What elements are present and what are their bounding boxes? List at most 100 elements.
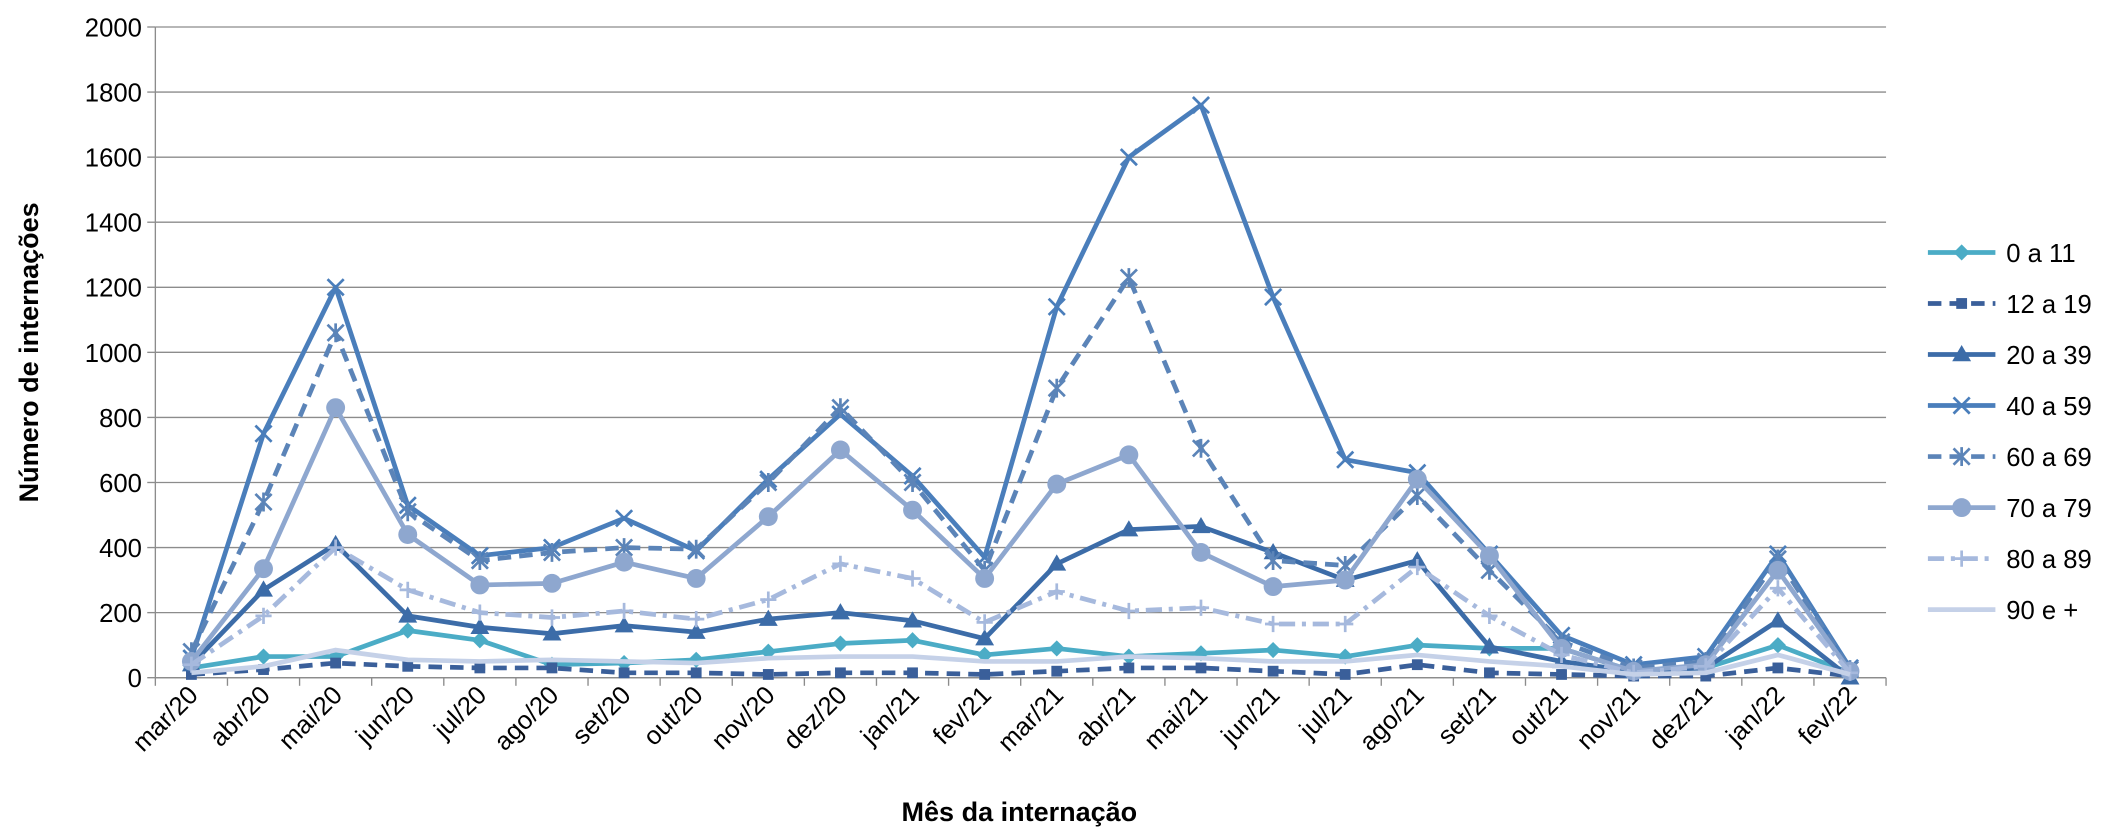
marker bbox=[979, 669, 991, 680]
marker bbox=[1264, 287, 1283, 307]
marker bbox=[1409, 637, 1426, 654]
marker bbox=[1339, 669, 1351, 680]
marker bbox=[1195, 662, 1207, 674]
marker bbox=[1337, 615, 1354, 633]
y-tick-label: 1000 bbox=[85, 340, 142, 368]
marker bbox=[1335, 570, 1355, 590]
marker bbox=[614, 616, 634, 633]
marker bbox=[1192, 599, 1210, 616]
marker bbox=[688, 651, 705, 668]
marker bbox=[1119, 445, 1139, 465]
marker bbox=[254, 559, 273, 579]
x-tick-label: ago/20 bbox=[489, 681, 564, 756]
marker bbox=[1479, 637, 1499, 654]
marker bbox=[1048, 583, 1065, 600]
marker bbox=[1700, 670, 1712, 682]
x-tick-label: fev/21 bbox=[928, 681, 997, 750]
y-tick-label: 1400 bbox=[85, 210, 142, 238]
marker bbox=[258, 664, 269, 675]
series-line bbox=[191, 647, 1851, 677]
marker bbox=[1267, 665, 1279, 677]
marker bbox=[1479, 546, 1499, 566]
marker bbox=[255, 607, 272, 624]
marker bbox=[758, 507, 778, 527]
marker bbox=[1051, 665, 1063, 677]
marker bbox=[907, 667, 918, 679]
marker bbox=[1768, 611, 1788, 628]
marker bbox=[470, 551, 489, 571]
marker bbox=[1047, 297, 1066, 316]
marker bbox=[614, 552, 634, 572]
marker bbox=[975, 569, 995, 588]
marker bbox=[688, 611, 705, 628]
marker bbox=[1191, 542, 1211, 562]
marker bbox=[762, 669, 774, 680]
x-tick-label: mai/21 bbox=[1139, 681, 1213, 755]
marker bbox=[255, 648, 272, 665]
marker bbox=[1769, 637, 1786, 654]
marker bbox=[1264, 551, 1283, 571]
legend-label: 12 a 19 bbox=[2006, 291, 2092, 319]
series-line bbox=[191, 660, 1851, 679]
marker bbox=[254, 424, 273, 443]
x-tick-label: out/21 bbox=[1504, 681, 1574, 751]
marker bbox=[542, 573, 562, 593]
legend-marker bbox=[1952, 498, 1972, 518]
marker bbox=[618, 667, 630, 679]
marker bbox=[687, 539, 706, 559]
marker bbox=[1047, 554, 1067, 571]
marker bbox=[326, 398, 346, 418]
marker bbox=[1191, 516, 1211, 534]
legend-label: 0 a 11 bbox=[2006, 240, 2075, 268]
y-tick-label: 600 bbox=[99, 470, 142, 498]
y-tick-label: 1800 bbox=[85, 80, 142, 108]
y-tick-label: 0 bbox=[128, 665, 142, 693]
legend-label: 90 e + bbox=[2006, 597, 2078, 625]
x-tick-label: jul/21 bbox=[1294, 681, 1358, 745]
legend-marker bbox=[1952, 447, 1971, 467]
marker bbox=[904, 570, 921, 587]
y-tick-label: 1200 bbox=[85, 275, 142, 303]
y-tick-label: 400 bbox=[99, 535, 142, 563]
x-tick-label: jun/20 bbox=[350, 681, 420, 751]
legend-marker bbox=[1952, 396, 1971, 415]
marker bbox=[1407, 469, 1427, 489]
legend-label: 60 a 69 bbox=[2006, 444, 2092, 472]
marker bbox=[546, 662, 558, 674]
marker bbox=[1556, 669, 1567, 680]
y-tick-label: 1600 bbox=[85, 145, 142, 173]
y-tick-label: 2000 bbox=[85, 14, 142, 42]
marker bbox=[975, 629, 995, 646]
marker bbox=[976, 614, 993, 631]
x-tick-label: jan/21 bbox=[855, 681, 925, 751]
marker bbox=[470, 575, 490, 595]
marker bbox=[254, 580, 273, 597]
marker bbox=[471, 632, 488, 649]
legend-label: 40 a 59 bbox=[2006, 393, 2092, 421]
x-tick-label: mar/21 bbox=[993, 681, 1069, 757]
marker bbox=[399, 581, 416, 598]
marker bbox=[832, 635, 849, 652]
marker bbox=[830, 440, 850, 460]
marker bbox=[1119, 520, 1139, 537]
marker bbox=[254, 492, 273, 512]
marker bbox=[1191, 96, 1211, 115]
marker bbox=[330, 657, 342, 669]
legend-marker bbox=[1956, 298, 1968, 309]
marker bbox=[474, 662, 486, 674]
marker bbox=[1769, 580, 1786, 597]
marker bbox=[1772, 662, 1784, 674]
series-line bbox=[189, 524, 1852, 680]
marker bbox=[1264, 615, 1282, 633]
x-tick-label: fev/22 bbox=[1793, 681, 1862, 750]
marker bbox=[398, 525, 418, 544]
marker bbox=[903, 611, 922, 628]
marker bbox=[1048, 640, 1065, 657]
x-tick-label: abr/20 bbox=[205, 681, 276, 752]
marker bbox=[542, 624, 562, 641]
marker bbox=[1409, 558, 1426, 576]
x-tick-label: dez/21 bbox=[1644, 681, 1718, 755]
series-line bbox=[189, 405, 1852, 674]
marker bbox=[832, 555, 849, 572]
